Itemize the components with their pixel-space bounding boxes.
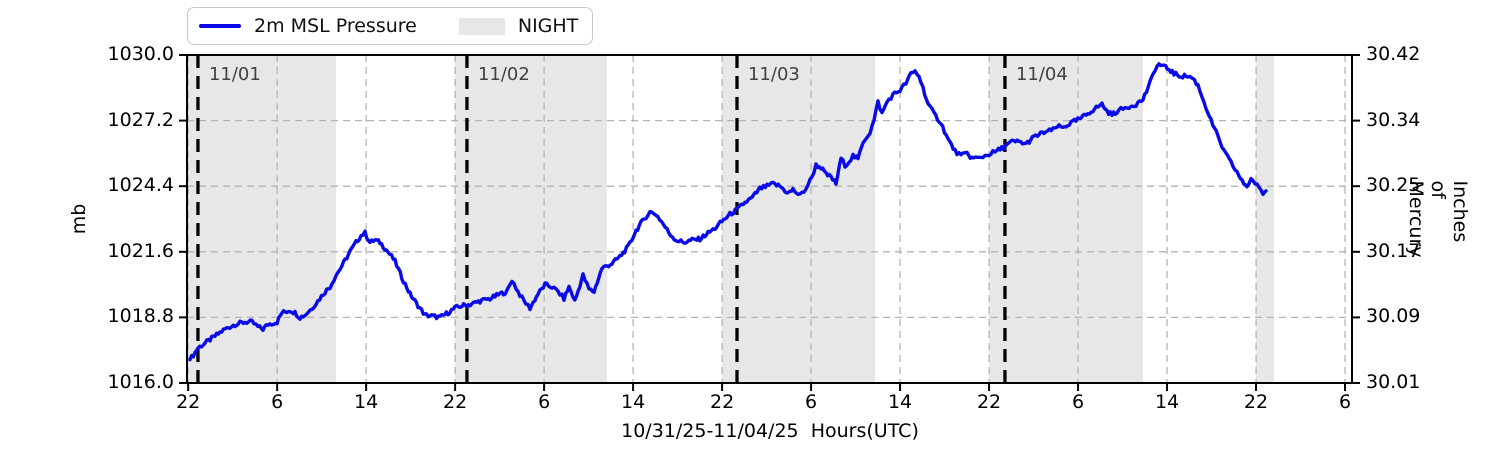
plot-border — [186, 54, 1353, 384]
y-tick-label-right: 30.17 — [1366, 239, 1421, 262]
x-tick-label: 14 — [1154, 391, 1180, 413]
x-tick-label: 22 — [1243, 391, 1269, 413]
y-tick-label-left: 1030.0 — [107, 43, 174, 65]
x-axis-label: 10/31/25-11/04/25 Hours(UTC) — [621, 420, 919, 442]
y-tick-label-right: 30.42 — [1366, 43, 1421, 65]
x-tick-label: 6 — [1071, 391, 1085, 413]
y-tick-label-left: 1027.2 — [107, 108, 174, 131]
legend-label-night: NIGHT — [517, 15, 579, 37]
day-label: 11/03 — [747, 64, 800, 85]
pressure-line — [188, 62, 1268, 362]
legend: 2m MSL Pressure NIGHT — [187, 7, 594, 45]
x-tick-label: 14 — [354, 391, 379, 413]
y-tick-label-right: 30.09 — [1366, 305, 1421, 328]
night-band — [721, 55, 876, 383]
x-tick-label: 22 — [976, 391, 1002, 413]
pressure-line-swatch — [199, 24, 241, 28]
x-tick-label: 6 — [805, 391, 818, 413]
night-band — [988, 55, 1143, 383]
y-tick-label-right: 30.01 — [1366, 371, 1421, 393]
night-band — [1256, 55, 1274, 383]
legend-label-pressure: 2m MSL Pressure — [254, 15, 417, 37]
x-tick-label: 14 — [621, 391, 646, 413]
y-tick-label-right: 30.25 — [1366, 174, 1421, 197]
y-tick-label-left: 1018.8 — [107, 305, 174, 328]
day-label: 11/04 — [1015, 64, 1068, 85]
y-tick-label-left: 1016.0 — [107, 371, 174, 393]
x-tick-label: 22 — [709, 391, 735, 413]
day-label: 11/02 — [477, 64, 530, 85]
night-band — [187, 55, 337, 383]
y-tick-label-right: 30.34 — [1366, 108, 1421, 131]
x-tick-label: 6 — [271, 391, 284, 413]
y-axis-label-left: mb — [68, 203, 90, 235]
y-tick-label-left: 1021.6 — [107, 239, 174, 262]
x-tick-label: 14 — [887, 391, 913, 413]
night-band — [454, 55, 607, 383]
y-tick-label-left: 1024.4 — [107, 174, 174, 197]
x-tick-label: 6 — [1338, 391, 1352, 413]
night-swatch — [458, 17, 505, 35]
day-label: 11/01 — [208, 64, 261, 85]
x-tick-label: 22 — [443, 391, 468, 413]
x-tick-label: 22 — [176, 391, 201, 413]
x-tick-label: 6 — [538, 391, 551, 413]
